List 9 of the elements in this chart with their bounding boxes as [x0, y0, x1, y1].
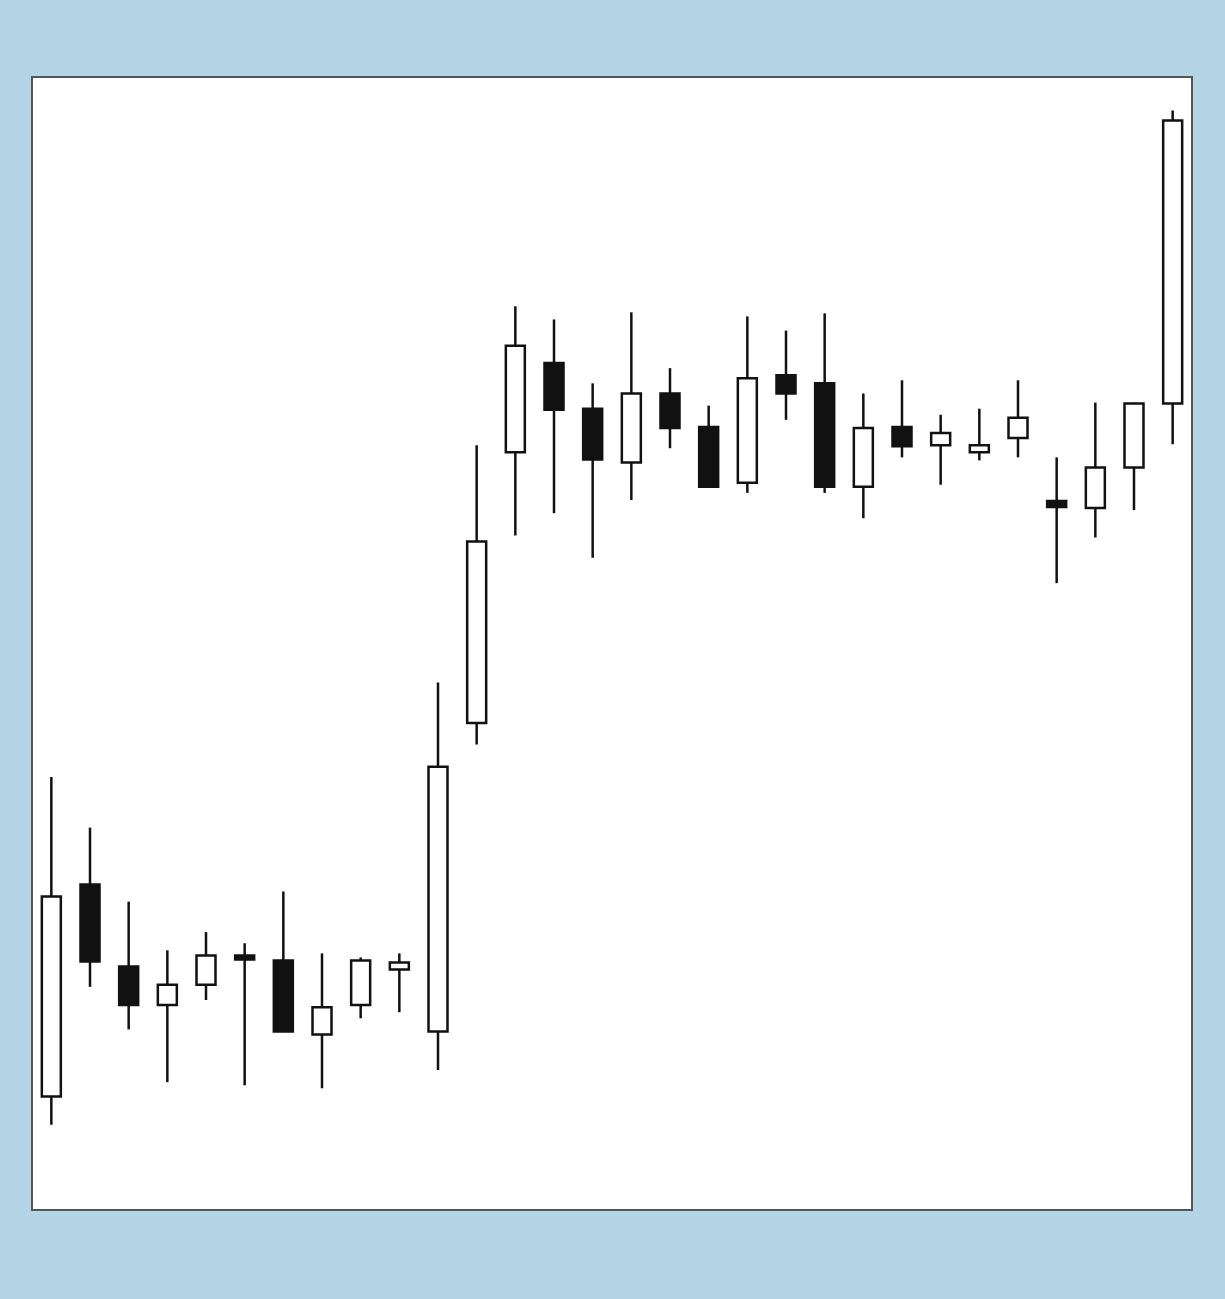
candlestick — [233, 941, 256, 1087]
candlestick — [968, 407, 991, 462]
candlestick — [388, 952, 411, 1014]
candlestick — [1045, 456, 1068, 585]
candlestick — [1007, 379, 1029, 459]
candlestick — [156, 949, 179, 1084]
candlestick — [775, 329, 797, 422]
candlestick — [891, 379, 913, 459]
candlestick — [929, 413, 952, 487]
